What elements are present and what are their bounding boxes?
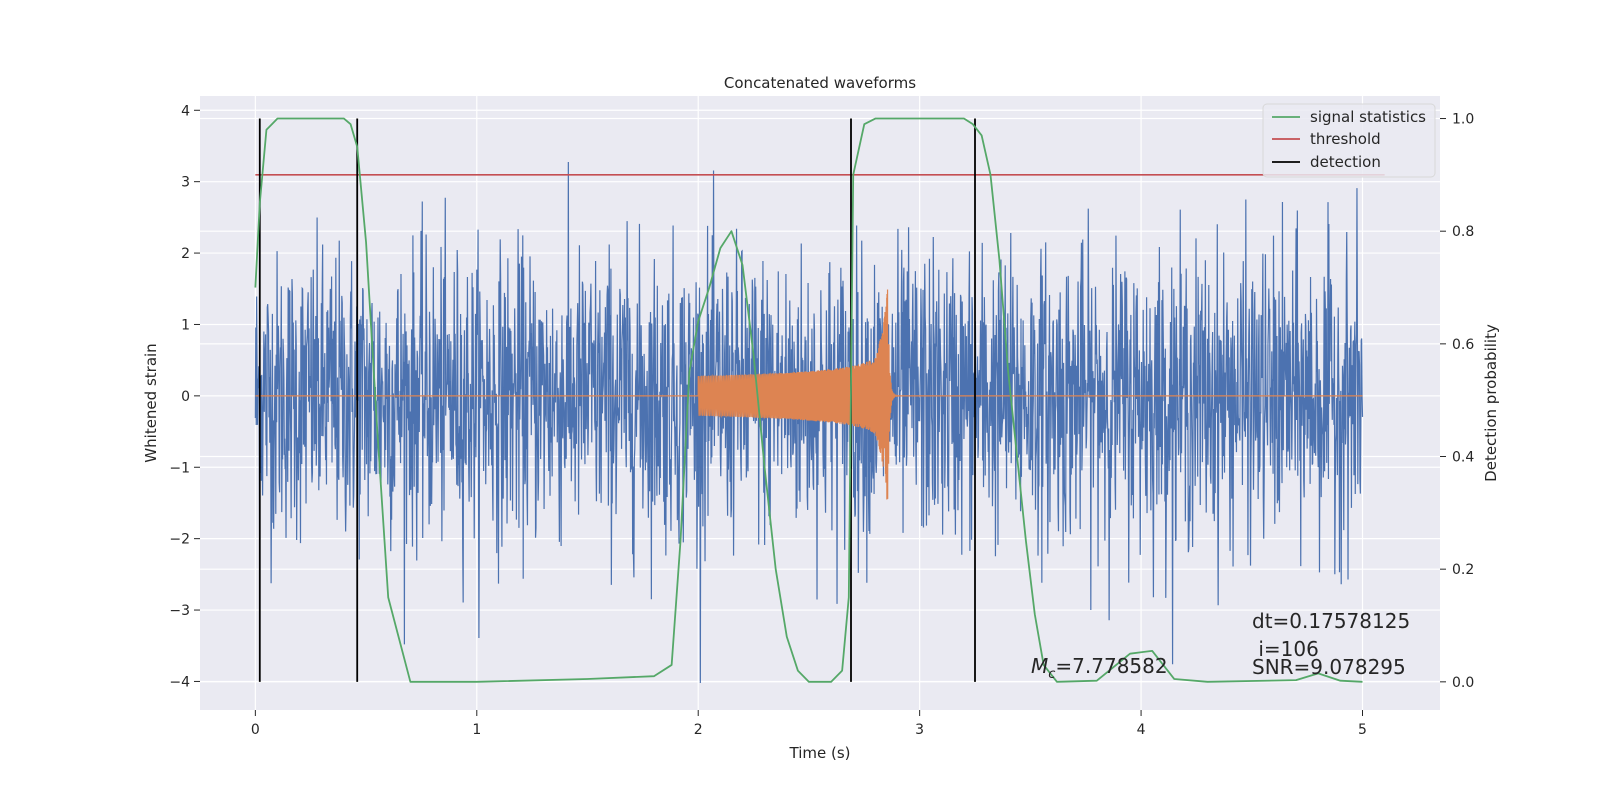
x-axis-label: Time (s) (789, 744, 851, 762)
legend-label-detection: detection (1310, 153, 1381, 171)
y-tick-label: −4 (169, 674, 190, 690)
x-tick-label: 1 (472, 722, 481, 738)
y-tick-label: 2 (181, 246, 190, 262)
annotation-snr: SNR=9.078295 (1252, 655, 1406, 679)
y-tick-label: 4 (181, 103, 190, 119)
y-tick-label: −3 (169, 603, 190, 619)
annotation-mc-value: =7.778582 (1055, 654, 1167, 678)
annotation-mc-symbol: M (1031, 654, 1048, 678)
annotation-mc: Mc=7.778582 (1031, 654, 1168, 682)
ticks-layer: −4 −3 −2 −1 0 1 2 3 4 0.0 0.2 0.4 0.6 0.8 1.0 0 1 2 3 4 5 (169, 103, 1474, 738)
y-right-tick-label: 0.0 (1452, 675, 1474, 691)
series-signal-statistics (254, 117, 1363, 683)
series-layer (254, 117, 1385, 683)
legend: signal statistics threshold detection (1262, 103, 1436, 178)
y-right-tick-label: 0.2 (1452, 562, 1474, 578)
y-right-tick-label: 0.8 (1452, 224, 1474, 240)
y-axis-right-label: Detection probability (1482, 324, 1500, 482)
legend-label-threshold: threshold (1310, 130, 1381, 148)
annotation-mc-subscript: c (1048, 667, 1055, 682)
annotation-dt: dt=0.17578125 (1252, 609, 1410, 633)
y-right-tick-label: 0.6 (1452, 337, 1474, 353)
x-tick-label: 4 (1137, 722, 1146, 738)
y-tick-label: 0 (181, 389, 190, 405)
y-tick-label: −2 (169, 532, 190, 548)
x-tick-label: 0 (251, 722, 260, 738)
legend-label-signal-statistics: signal statistics (1310, 108, 1426, 126)
y-tick-label: 3 (181, 175, 190, 191)
y-axis-label: Whitened strain (142, 343, 160, 462)
chart-title: Concatenated waveforms (724, 74, 916, 92)
x-tick-label: 5 (1358, 722, 1367, 738)
annotations: Mc=7.778582 dt=0.17578125 i=106 SNR=9.07… (1031, 609, 1410, 682)
y-right-tick-label: 0.4 (1452, 450, 1474, 466)
y-tick-label: 1 (181, 317, 190, 333)
series-template (255, 289, 1363, 500)
x-tick-label: 2 (694, 722, 703, 738)
x-tick-label: 3 (915, 722, 924, 738)
y-right-tick-label: 1.0 (1452, 112, 1474, 128)
y-tick-label: −1 (169, 460, 190, 476)
legend-box (1262, 103, 1436, 178)
annotation-i: i=106 (1252, 637, 1319, 661)
